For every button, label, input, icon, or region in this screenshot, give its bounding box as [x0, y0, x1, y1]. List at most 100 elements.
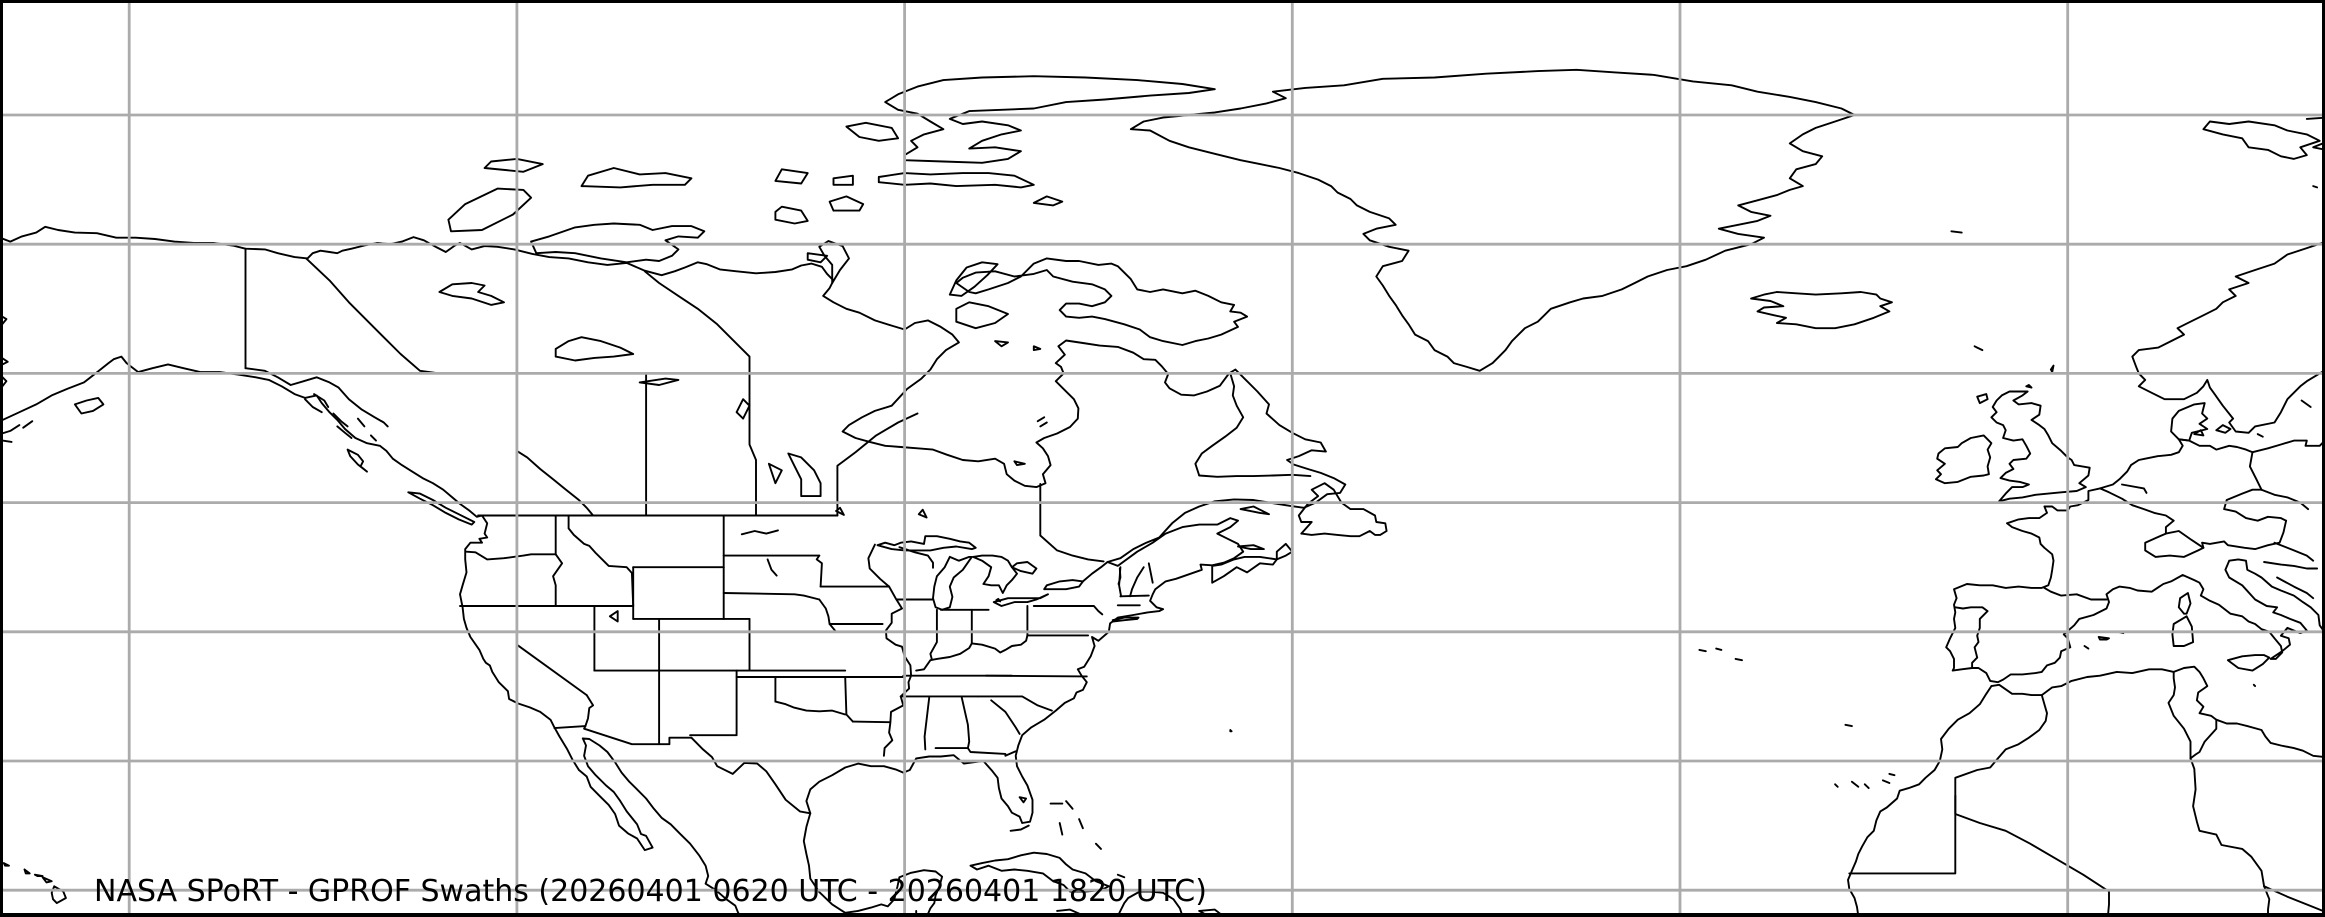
feature-lake-okeechobee [1018, 796, 1028, 804]
feature-shetland [2049, 364, 2055, 374]
feature-qc-nl-border-north [1194, 372, 1245, 477]
feature-anticosti-island [1239, 505, 1270, 516]
feature-pa-ny-border [1032, 605, 1104, 616]
feature-prince-edward-island [1237, 544, 1265, 551]
map-caption: NASA SPoRT - GPROF Swaths (20260401 0620… [94, 874, 1207, 909]
feature-scandinavia-coast [2131, 241, 2325, 434]
feature-ar-west-border [844, 676, 854, 723]
feature-se-alaska-island-6 [369, 434, 377, 442]
feature-jan-mayen [1950, 230, 1963, 234]
feature-nc-va-border [985, 674, 1088, 678]
feature-svalbard-nordaustlandet [2305, 116, 2325, 120]
feature-banks-island [447, 187, 533, 233]
feature-lake-winnipegosis [767, 462, 783, 485]
feature-bornholm [2256, 433, 2264, 438]
feature-great-salt-lake [608, 610, 619, 623]
feature-azores-3 [1734, 657, 1743, 662]
feature-melville-island [580, 167, 693, 189]
feature-orkney [2025, 384, 2033, 389]
feature-azores-1 [1698, 648, 1707, 653]
feature-ca-nv-border [515, 605, 588, 697]
feature-portugal-spain-border [1954, 606, 1989, 669]
feature-wsahara-mauritania-border [1848, 794, 1957, 875]
feature-mallorca [2097, 636, 2110, 641]
feature-canary-1 [1834, 783, 1839, 788]
feature-bahamas-inagua [1116, 873, 1126, 879]
feature-haida-gwaii [346, 448, 368, 473]
feature-bear-island [2312, 185, 2319, 189]
feature-na-mainland-east-coast [0, 225, 1347, 917]
feature-rio-grande-border [690, 736, 812, 815]
feature-ga-sc-border [990, 699, 1021, 735]
feature-lake-winnipeg [787, 452, 822, 498]
feature-id-mt-border [567, 514, 635, 607]
feature-ireland [1934, 434, 1993, 485]
feature-europe-atlantic-med-coast [1945, 438, 2325, 684]
feature-bermuda [1229, 729, 1233, 733]
feature-mn-sd-border [815, 554, 823, 588]
feature-canary-5 [1888, 772, 1896, 777]
feature-svalbard-edgeoya [2312, 141, 2325, 151]
feature-boothia-peninsula [818, 240, 850, 284]
feature-czech-poland-border [2260, 488, 2310, 511]
feature-nova-scotia [1211, 555, 1278, 584]
feature-mansel-island [1032, 345, 1042, 352]
feature-canary-3 [1863, 783, 1870, 790]
feature-lake-st-clair [995, 597, 1002, 603]
feature-or-id-border [552, 553, 564, 607]
feature-victoria-island [530, 222, 706, 264]
feature-czech-border [2223, 488, 2288, 522]
feature-great-bear-lake [438, 282, 505, 306]
feature-baffin-island [955, 257, 1249, 346]
feature-melville-peninsula [948, 261, 999, 297]
feature-jamaica [1056, 908, 1083, 916]
feature-great-slave-lake [554, 336, 635, 362]
feature-wa-or-border [465, 550, 557, 561]
feature-denmark-zealand [2215, 424, 2232, 434]
feature-gotland [2300, 399, 2312, 408]
feature-long-island [1111, 616, 1140, 623]
feature-lake-athabasca [638, 377, 680, 386]
feature-nh-me-border [1147, 562, 1154, 584]
feature-al-ga-border [960, 695, 971, 750]
feature-canary-4 [1881, 779, 1891, 784]
feature-puerto-rico [1198, 908, 1221, 917]
feature-se-alaska-island-4 [336, 425, 353, 439]
feature-azores-2 [1715, 647, 1723, 651]
feature-madeira [1844, 723, 1853, 728]
feature-fl-ga-border [966, 747, 1017, 757]
feature-croatia-bosnia-border [2263, 561, 2319, 570]
feature-france-belgium-germany-border [2099, 487, 2175, 535]
feature-kodiak-island [73, 396, 105, 415]
feature-sd-ne-border [722, 592, 821, 601]
feature-africa-atlantic-coast [1847, 685, 1993, 917]
feature-germany-denmark-border [2177, 438, 2191, 442]
feature-bahamas-abaco [1065, 800, 1074, 810]
feature-algeria-mali-border [1954, 794, 2110, 917]
feature-algeria-libya-border [2189, 757, 2271, 917]
feature-corsica [2177, 592, 2192, 615]
feature-belcher-islands-1 [1036, 416, 1046, 423]
feature-st-lawrence-river [1081, 561, 1109, 583]
feature-on-qc-border [1039, 482, 1105, 563]
feature-cuba [969, 851, 1110, 893]
feature-alaska-peninsula-dash-3 [22, 420, 34, 429]
feature-faroe-islands [1973, 345, 1984, 352]
feature-ia-ne-border [818, 598, 838, 633]
feature-ohio-river-border [915, 634, 1029, 672]
feature-vancouver-island [407, 491, 476, 526]
feature-ibiza [2083, 645, 2090, 650]
feature-prince-patrick-island [483, 157, 544, 173]
feature-ca-az-border [584, 694, 595, 728]
feature-germany-poland-border [2248, 451, 2263, 491]
feature-se-alaska-island-5 [356, 417, 366, 428]
feature-dakota-lake-oahe [766, 558, 778, 577]
feature-la-ar-border-33n [851, 720, 891, 724]
feature-bahamas-andros [1058, 822, 1064, 836]
feature-france-spain-border [2043, 586, 2108, 601]
feature-netherlands-belgium-border [2121, 483, 2148, 494]
feature-tunisia-libya-border [2189, 718, 2218, 760]
feature-alaska-panhandle-border [244, 367, 389, 428]
